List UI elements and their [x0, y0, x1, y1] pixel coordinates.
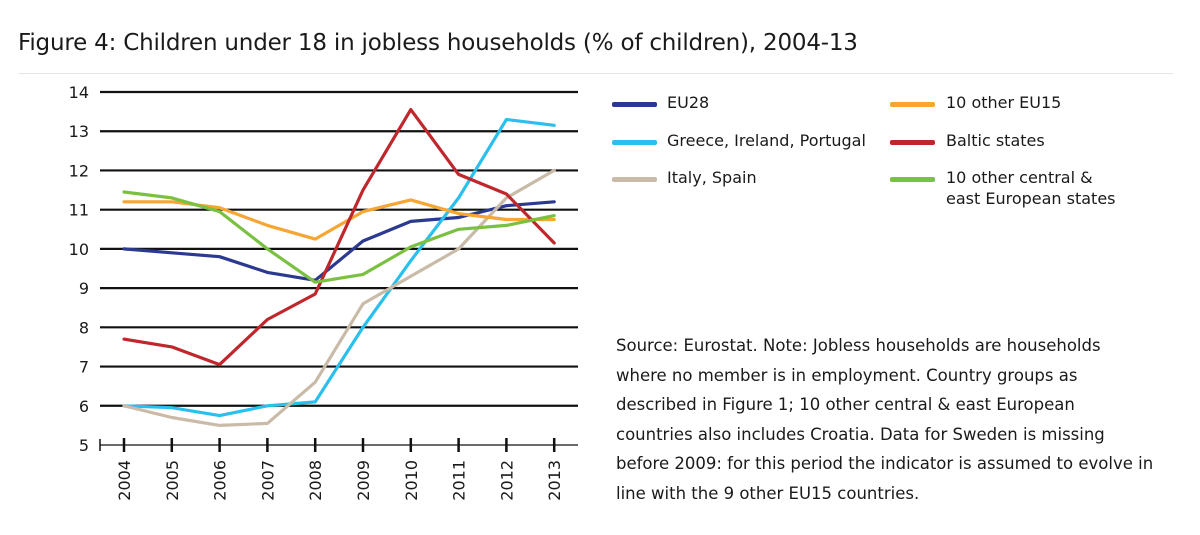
series-line-greece-ireland-portugal	[122, 117, 556, 418]
y-tick-label-11: 11	[69, 201, 89, 220]
legend-swatch-10-other-eu15	[890, 102, 935, 107]
y-tick-label-9: 9	[79, 279, 89, 298]
series-line-baltic-states	[122, 107, 556, 367]
y-tick-label-8: 8	[79, 318, 89, 337]
line-chart: 5 6 7 8 9 10 11 12 13 14 2004 2005 2006 2007 2008 2009 2…	[69, 83, 578, 501]
legend-label-10-other-eu15: 10 other EU15	[946, 93, 1062, 112]
y-tick-label-7: 7	[79, 358, 89, 377]
legend-label-10-other-central-east-european-states: 10 other central & east European states	[946, 168, 1116, 208]
legend-swatch-baltic-states	[890, 140, 935, 145]
x-tick-label-2004: 2004	[115, 460, 134, 501]
x-tick-label-2012: 2012	[497, 460, 516, 501]
legend-label-italy-spain: Italy, Spain	[667, 168, 757, 187]
legend-swatch-10-other-central-east-european-states	[890, 177, 935, 182]
y-tick-label-10: 10	[69, 240, 89, 259]
y-tick-label-12: 12	[69, 161, 89, 180]
x-tick-label-2005: 2005	[163, 460, 182, 501]
x-tick-label-2008: 2008	[306, 460, 325, 501]
series-line-10-other-central-east-european-states	[122, 190, 556, 284]
chart-title: Figure 4: Children under 18 in jobless h…	[18, 30, 858, 56]
x-tick-label-2009: 2009	[354, 460, 373, 501]
x-tick-label-2010: 2010	[402, 460, 421, 501]
legend-label-baltic-states: Baltic states	[946, 131, 1045, 150]
y-tick-label-5: 5	[79, 436, 89, 455]
y-tick-label-13: 13	[69, 122, 89, 141]
source-note: Source: Eurostat. Note: Jobless househol…	[616, 336, 1154, 503]
legend-label-eu28: EU28	[667, 93, 710, 112]
x-tick-label-2006: 2006	[211, 460, 230, 501]
legend-swatch-greece-ireland-portugal	[612, 140, 657, 145]
x-tick-label-2011: 2011	[450, 460, 469, 501]
series-line-eu28	[122, 200, 556, 282]
legend-label-greece-ireland-portugal: Greece, Ireland, Portugal	[667, 131, 866, 150]
x-tick-label-2013: 2013	[545, 460, 564, 501]
series-line-10-other-eu15	[122, 198, 556, 241]
legend-swatch-italy-spain	[612, 177, 657, 182]
y-tick-label-6: 6	[79, 397, 89, 416]
legend-swatch-eu28	[612, 102, 657, 107]
y-tick-label-14: 14	[69, 83, 89, 102]
x-tick-label-2007: 2007	[258, 460, 277, 501]
title-divider	[18, 73, 1173, 74]
series-line-italy-spain	[122, 168, 556, 427]
